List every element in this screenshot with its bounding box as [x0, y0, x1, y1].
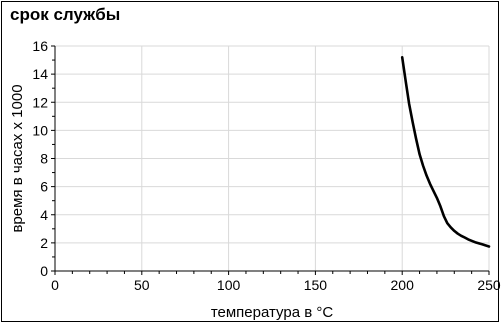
x-tick-label: 250: [477, 277, 501, 293]
x-tick-label: 100: [217, 277, 241, 293]
series-layer: [400, 56, 491, 248]
y-tick-label: 8: [40, 151, 48, 167]
x-tick-label: 200: [391, 277, 415, 293]
y-tick-label: 14: [32, 66, 48, 82]
x-tick-label: 0: [51, 277, 59, 293]
chart-title: срок службы: [10, 5, 121, 24]
series-line: [400, 56, 491, 248]
x-axis-label: температура в °C: [211, 304, 334, 321]
y-tick-label: 6: [40, 179, 48, 195]
y-tick-label: 16: [32, 38, 48, 54]
y-tick-label: 4: [40, 207, 48, 223]
y-tick-label: 12: [32, 94, 48, 110]
chart-frame: срок службы: [1, 1, 499, 322]
grid-lines: [54, 45, 490, 272]
ticks: 0 2 4 6 8 10 12 14 16 0 50 100 150 200 250: [32, 38, 500, 293]
y-axis-label: время в часах x 1000: [9, 84, 26, 232]
y-tick-label: 10: [32, 122, 48, 138]
x-tick-label: 150: [304, 277, 328, 293]
y-tick-label: 0: [40, 263, 48, 279]
y-tick-label: 2: [40, 235, 48, 251]
x-tick-label: 50: [134, 277, 150, 293]
